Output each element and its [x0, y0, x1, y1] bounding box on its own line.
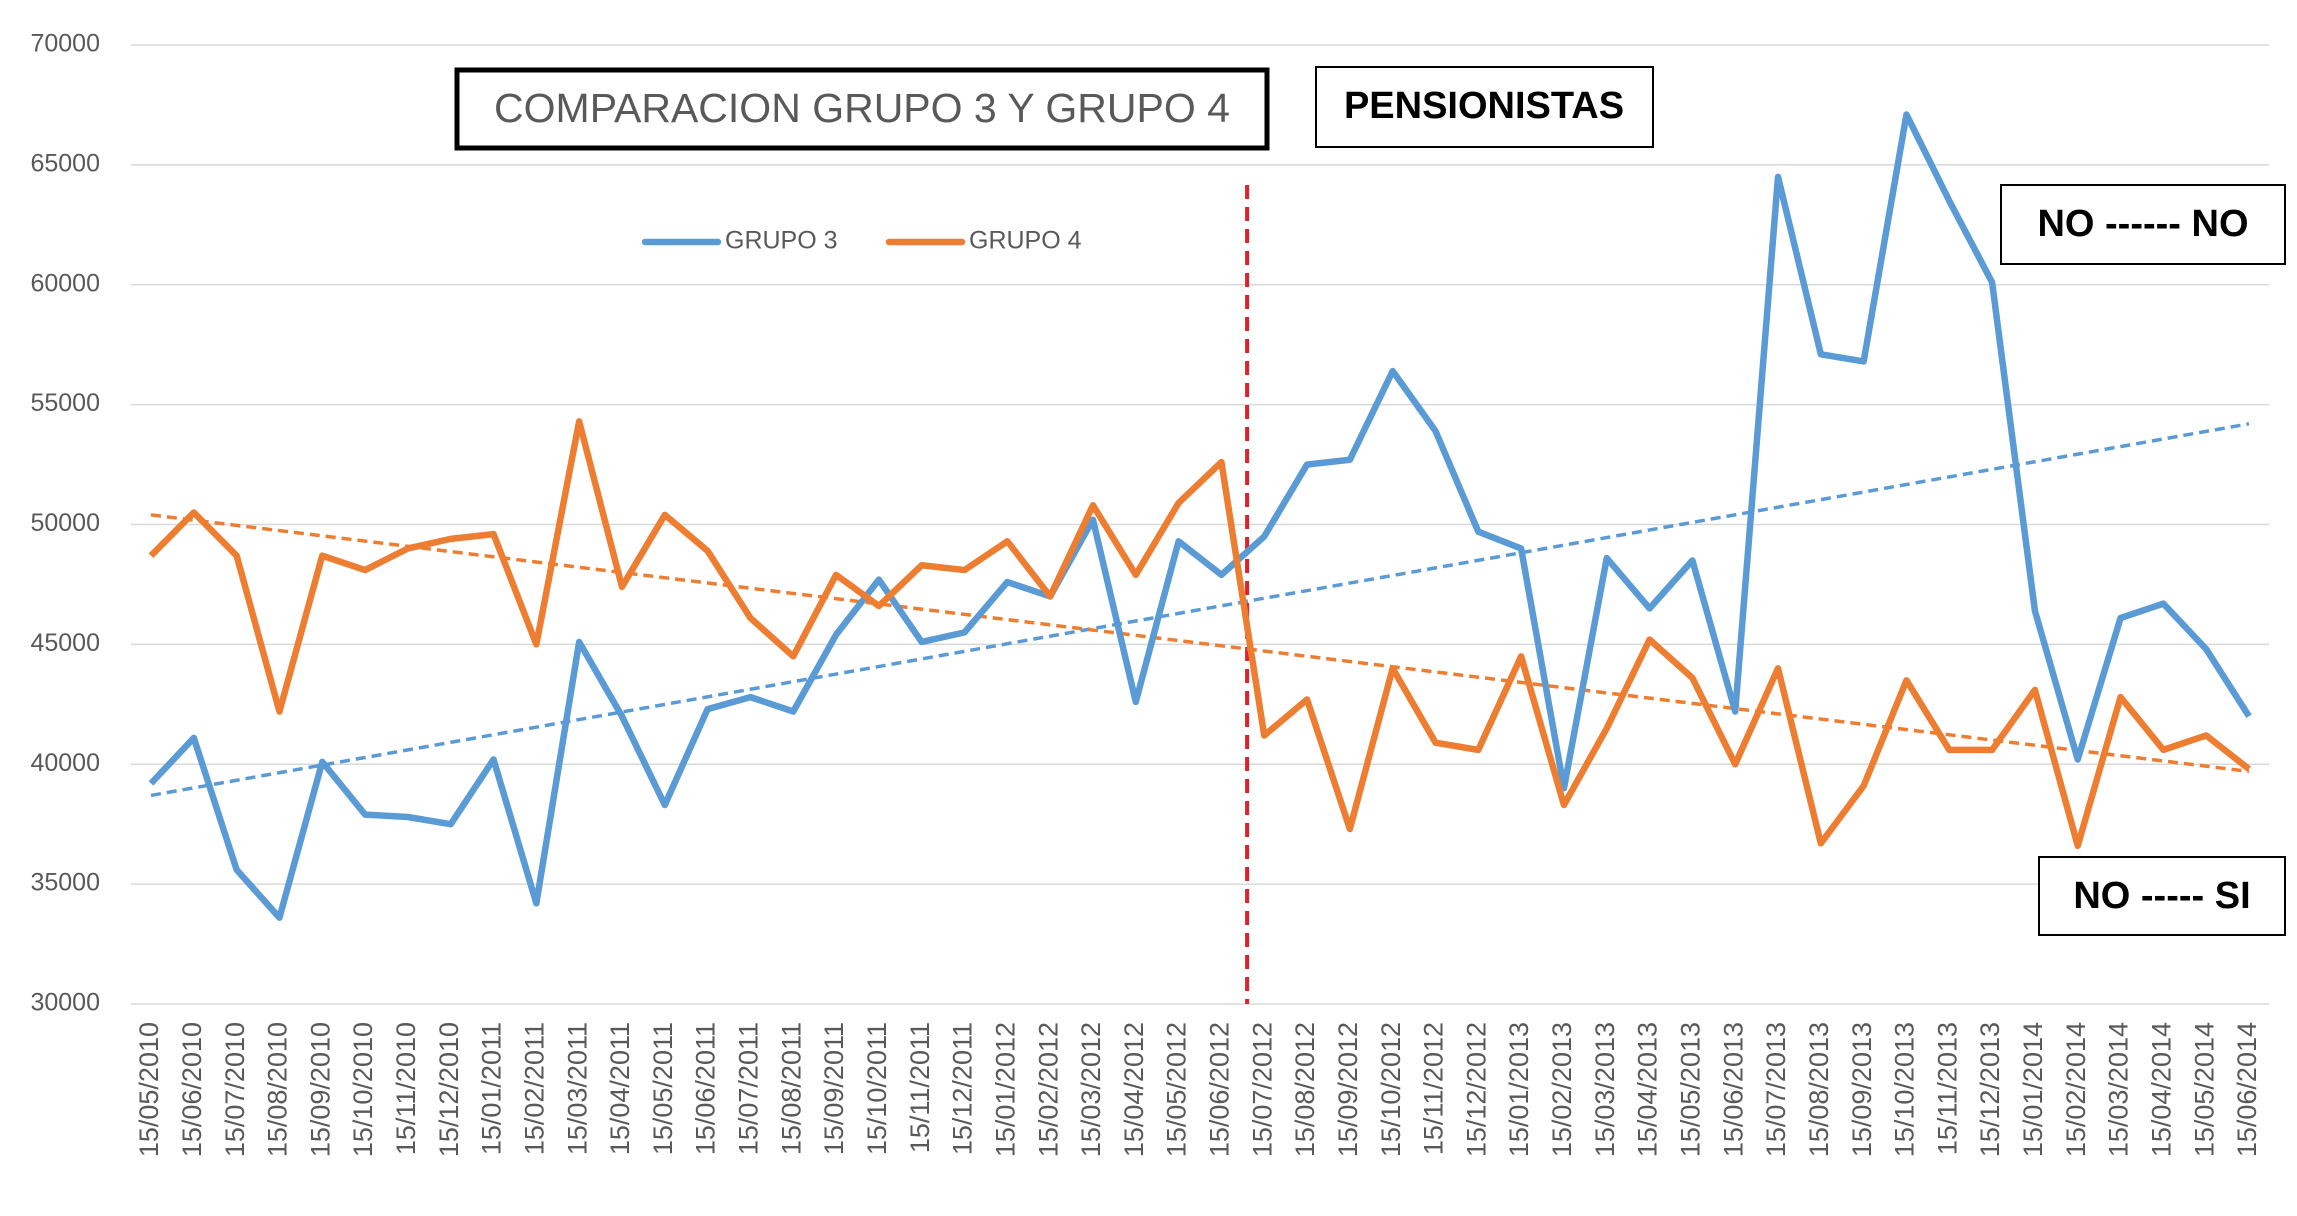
x-tick-label: 15/02/2014: [2061, 1022, 2091, 1157]
x-tick-label: 15/03/2011: [562, 1022, 592, 1155]
x-tick-label: 15/02/2012: [1033, 1022, 1063, 1157]
x-tick-label: 15/06/2013: [1718, 1022, 1748, 1157]
legend-label: GRUPO 3: [725, 227, 838, 255]
annotation-box: [2038, 856, 2286, 936]
x-tick-label: 15/11/2013: [1932, 1022, 1962, 1155]
annotation-box: [1315, 66, 1654, 148]
legend-label: GRUPO 4: [969, 227, 1082, 255]
y-tick-label: 60000: [30, 269, 100, 297]
x-tick-label: 15/01/2012: [990, 1022, 1020, 1157]
x-tick-label: 15/09/2011: [819, 1022, 849, 1155]
x-tick-label: 15/01/2014: [2018, 1022, 2048, 1157]
series-line: [148, 111, 2252, 921]
x-tick-label: 15/12/2013: [1975, 1022, 2005, 1157]
y-tick-label: 40000: [30, 749, 100, 777]
x-tick-label: 15/08/2010: [263, 1022, 293, 1157]
x-tick-label: 15/06/2010: [177, 1022, 207, 1157]
y-tick-label: 35000: [30, 869, 100, 897]
x-tick-label: 15/05/2011: [648, 1022, 678, 1155]
x-tick-label: 15/06/2011: [691, 1022, 721, 1155]
x-tick-label: 15/11/2011: [905, 1022, 935, 1153]
x-tick-label: 15/03/2014: [2104, 1022, 2134, 1157]
y-tick-label: 50000: [30, 509, 100, 537]
x-tick-label: 15/05/2014: [2189, 1022, 2219, 1157]
x-tick-label: 15/09/2010: [305, 1022, 335, 1157]
series-line: [148, 418, 2252, 850]
x-tick-label: 15/12/2010: [434, 1022, 464, 1157]
x-tick-label: 15/06/2014: [2232, 1022, 2262, 1157]
x-tick-label: 15/10/2012: [1376, 1022, 1406, 1157]
trend-line: [150, 513, 2250, 774]
y-tick-label: 30000: [30, 989, 100, 1017]
x-tick-label: 15/08/2012: [1290, 1022, 1320, 1157]
x-tick-label: 15/05/2010: [134, 1022, 164, 1157]
trend-line: [150, 422, 2250, 798]
x-tick-label: 15/11/2010: [391, 1022, 421, 1155]
x-tick-label: 15/02/2013: [1547, 1022, 1577, 1157]
x-tick-label: 15/06/2012: [1205, 1022, 1235, 1157]
x-tick-label: 15/07/2013: [1761, 1022, 1791, 1157]
x-tick-label: 15/03/2013: [1590, 1022, 1620, 1157]
x-tick-label: 15/01/2013: [1504, 1022, 1534, 1157]
x-tick-label: 15/04/2011: [605, 1022, 635, 1155]
annotation-box: [2000, 184, 2286, 265]
x-tick-label: 15/08/2011: [776, 1022, 806, 1155]
annotation: PENSIONISTAS: [1344, 85, 1624, 127]
annotation: NO ------ NO: [2037, 203, 2248, 245]
x-tick-label: 15/10/2011: [862, 1022, 892, 1155]
x-tick-label: 15/07/2012: [1247, 1022, 1277, 1157]
x-tick-label: 15/09/2012: [1333, 1022, 1363, 1157]
y-tick-label: 45000: [30, 629, 100, 657]
x-tick-label: 15/10/2010: [348, 1022, 378, 1157]
x-tick-label: 15/12/2011: [948, 1022, 978, 1155]
x-tick-label: 15/04/2014: [2146, 1022, 2176, 1157]
y-tick-label: 70000: [30, 30, 100, 58]
x-tick-label: 15/03/2012: [1076, 1022, 1106, 1157]
annotation: NO ----- SI: [2073, 875, 2250, 917]
chart-title: COMPARACION GRUPO 3 Y GRUPO 4: [494, 85, 1230, 131]
x-tick-label: 15/02/2011: [519, 1022, 549, 1155]
x-tick-label: 15/07/2011: [734, 1022, 764, 1155]
x-tick-label: 15/04/2013: [1633, 1022, 1663, 1157]
y-tick-label: 55000: [30, 389, 100, 417]
y-tick-label: 65000: [30, 149, 100, 177]
x-tick-label: 15/11/2012: [1419, 1022, 1449, 1155]
x-tick-label: 15/04/2012: [1119, 1022, 1149, 1157]
x-tick-label: 15/09/2013: [1847, 1022, 1877, 1157]
x-tick-label: 15/05/2013: [1676, 1022, 1706, 1157]
x-tick-label: 15/05/2012: [1162, 1022, 1192, 1157]
x-tick-label: 15/12/2012: [1461, 1022, 1491, 1157]
x-tick-label: 15/10/2013: [1890, 1022, 1920, 1157]
title-box: [454, 67, 1270, 151]
x-tick-label: 15/01/2011: [477, 1022, 507, 1155]
x-tick-label: 15/07/2010: [220, 1022, 250, 1157]
x-tick-label: 15/08/2013: [1804, 1022, 1834, 1157]
